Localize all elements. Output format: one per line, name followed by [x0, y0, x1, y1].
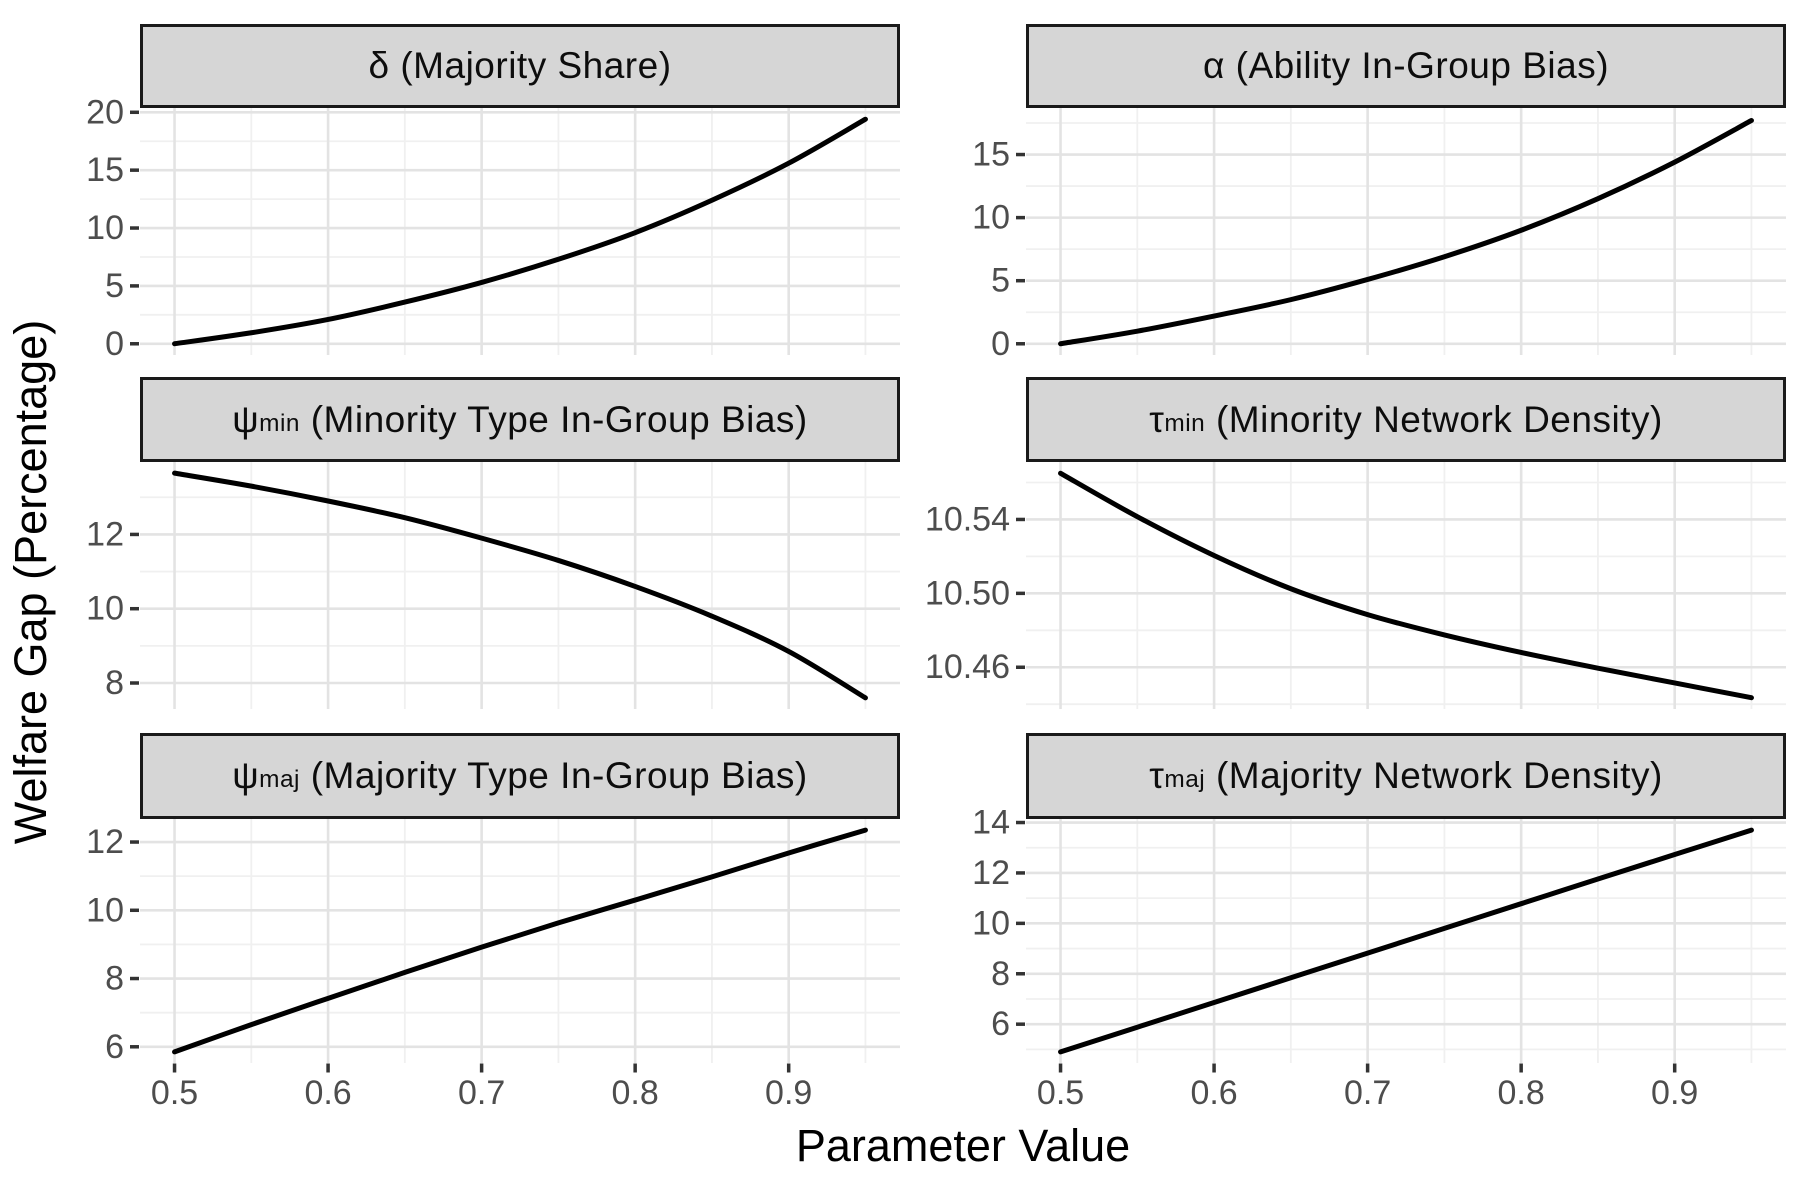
- facet-title-text: (Minority Type In-Group Bias): [299, 398, 808, 440]
- panel-tau_maj: 6 8 10 12 14 0.5 0.6 0.7 0.8 0.9: [972, 804, 1786, 1112]
- facet-strip-psi-min: ψ min (Minority Type In-Group Bias): [140, 377, 900, 462]
- panel-psi_maj: 6 8 10 12 0.5 0.6 0.7 0.8 0.9: [86, 819, 900, 1112]
- y-tick-label: 8: [105, 960, 124, 998]
- y-axis-ticks: 0 5 10 15 20: [86, 93, 139, 363]
- y-tick-label: 6: [991, 1005, 1010, 1043]
- y-tick-label: 6: [105, 1028, 124, 1066]
- y-tick-label: 10.50: [925, 574, 1010, 612]
- facet-strip-psi-maj: ψ maj (Majority Type In-Group Bias): [140, 733, 900, 819]
- panel-psi_min: 8 10 12: [86, 462, 900, 709]
- data-curve-psi_min: [172, 470, 868, 701]
- x-axis-ticks: 0.5 0.6 0.7 0.8 0.9: [151, 1063, 812, 1112]
- y-axis-ticks: 8 10 12: [86, 515, 139, 702]
- facet-strip-alpha: α (Ability In-Group Bias): [1026, 24, 1786, 108]
- facet-subscript: min: [1164, 409, 1206, 437]
- facet-strip-tau-maj: τ maj (Majority Network Density): [1026, 733, 1786, 819]
- panel-background: [140, 108, 900, 355]
- y-axis-ticks: 0 5 10 15: [972, 136, 1025, 363]
- y-axis-ticks: 6 8 10 12 14: [972, 804, 1025, 1043]
- y-tick-label: 12: [86, 515, 124, 553]
- minor-gridlines: [140, 819, 900, 1063]
- facet-title-text: (Majority Network Density): [1205, 755, 1663, 796]
- x-tick-label: 0.8: [1498, 1074, 1545, 1112]
- facet-symbol: ψ: [232, 755, 260, 796]
- y-tick-label: 10: [972, 199, 1010, 237]
- y-tick-label: 5: [991, 262, 1010, 300]
- y-tick-label: 15: [86, 151, 124, 189]
- facet-symbol: δ: [368, 45, 390, 86]
- facet-symbol: τ: [1149, 755, 1165, 796]
- minor-gridlines: [1026, 108, 1786, 355]
- panel-tau_min: 10.46 10.50 10.54: [925, 462, 1786, 709]
- major-gridlines: [140, 819, 900, 1063]
- minor-gridlines: [140, 108, 900, 355]
- y-axis-ticks: 10.46 10.50 10.54: [925, 500, 1025, 686]
- y-tick-label: 12: [86, 823, 124, 861]
- x-axis-title: Parameter Value: [795, 1120, 1131, 1171]
- x-tick-label: 0.9: [765, 1074, 812, 1112]
- x-tick-label: 0.6: [304, 1074, 351, 1112]
- data-curve-tau_maj: [1058, 827, 1754, 1055]
- y-tick-label: 8: [105, 664, 124, 702]
- facet-symbol: ψ: [232, 398, 260, 440]
- y-tick-label: 10: [86, 891, 124, 929]
- facet-subscript: maj: [1164, 766, 1206, 794]
- x-tick-label: 0.9: [1651, 1074, 1698, 1112]
- x-tick-label: 0.5: [151, 1074, 198, 1112]
- facet-title-text: (Majority Type In-Group Bias): [299, 755, 808, 796]
- data-curve-tau_min: [1058, 470, 1754, 701]
- panel-alpha: 0 5 10 15: [972, 108, 1786, 363]
- facet-strip-delta: δ (Majority Share): [140, 24, 900, 108]
- y-tick-label: 10.54: [925, 500, 1010, 538]
- y-axis-ticks: 6 8 10 12: [86, 823, 139, 1066]
- data-curve-delta: [172, 116, 868, 347]
- y-tick-label: 5: [105, 267, 124, 305]
- facet-title-text: (Majority Share): [389, 45, 672, 86]
- facet-symbol: α: [1202, 45, 1225, 86]
- y-tick-label: 0: [105, 325, 124, 363]
- major-gridlines: [1026, 462, 1786, 709]
- x-tick-label: 0.6: [1190, 1074, 1237, 1112]
- y-tick-label: 12: [972, 854, 1010, 892]
- y-tick-label: 10: [972, 904, 1010, 942]
- y-tick-label: 8: [991, 955, 1010, 993]
- facet-subscript: min: [259, 409, 300, 437]
- y-tick-label: 10: [86, 590, 124, 628]
- facet-title-text: (Ability In-Group Bias): [1224, 45, 1610, 86]
- y-tick-label: 20: [86, 93, 124, 131]
- facet-title-text: (Minority Network Density): [1205, 398, 1663, 440]
- x-tick-label: 0.5: [1037, 1074, 1084, 1112]
- major-gridlines: [140, 462, 900, 709]
- panel-background: [1026, 462, 1786, 709]
- facet-subscript: maj: [259, 766, 300, 794]
- y-tick-label: 15: [972, 136, 1010, 174]
- facet-symbol: τ: [1149, 398, 1165, 440]
- data-curve-psi_maj: [172, 827, 868, 1055]
- facet-strip-tau-min: τ min (Minority Network Density): [1026, 377, 1786, 462]
- y-tick-label: 10: [86, 209, 124, 247]
- panel-background: [1026, 108, 1786, 355]
- x-axis-ticks: 0.5 0.6 0.7 0.8 0.9: [1037, 1063, 1698, 1112]
- panel-delta: 0 5 10 15 20: [86, 93, 900, 363]
- data-curve-alpha: [1058, 117, 1754, 347]
- x-tick-label: 0.7: [458, 1074, 505, 1112]
- y-tick-label: 0: [991, 325, 1010, 363]
- panel-background: [140, 462, 900, 709]
- minor-gridlines: [1026, 819, 1786, 1063]
- y-tick-label: 10.46: [925, 648, 1010, 686]
- x-tick-label: 0.7: [1344, 1074, 1391, 1112]
- x-tick-label: 0.8: [612, 1074, 659, 1112]
- y-tick-label: 14: [972, 804, 1010, 842]
